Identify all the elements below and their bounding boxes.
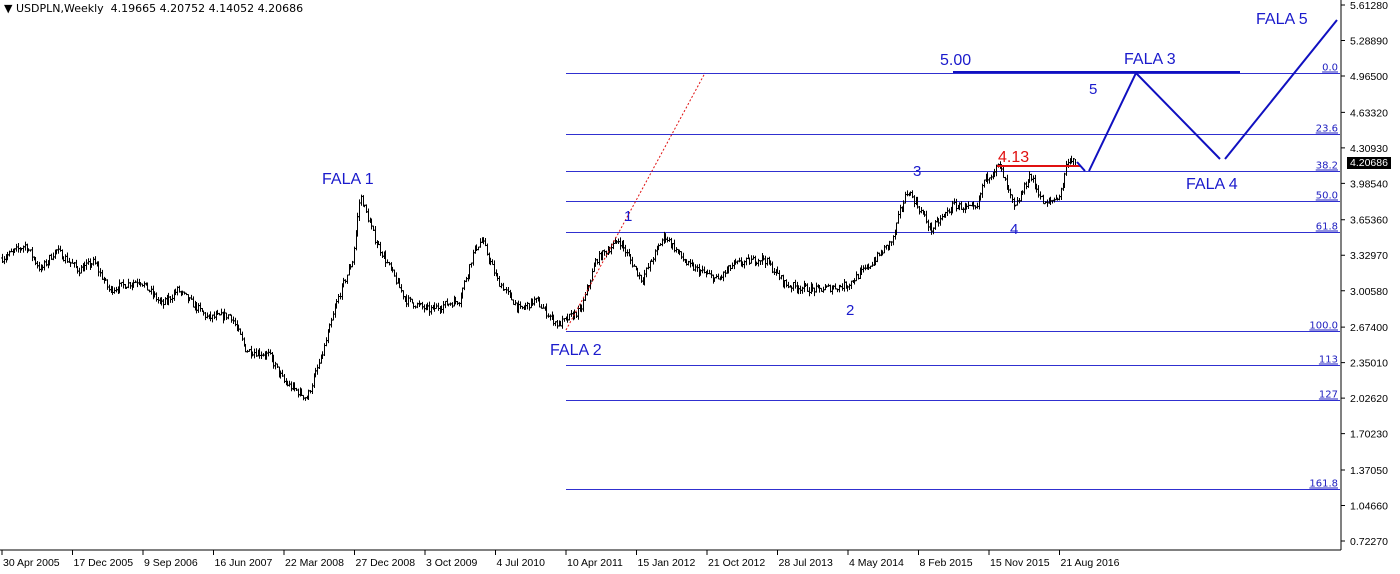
price-tick-label: 2.35010: [1350, 358, 1388, 370]
label-wave-1: 1: [624, 208, 633, 225]
time-tick-label: 15 Nov 2015: [990, 557, 1050, 569]
price-tick-label: 0.72270: [1350, 536, 1388, 548]
fib-level-label: 50.0: [1316, 191, 1338, 202]
label-fala-3: FALA 3: [1124, 51, 1176, 68]
time-tick-label: 21 Aug 2016: [1061, 557, 1120, 569]
time-tick-label: 17 Dec 2005: [74, 557, 134, 569]
time-tick-label: 4 Jul 2010: [497, 557, 546, 569]
price-tick-label: 3.65360: [1350, 215, 1388, 227]
label-level-500: 5.00: [940, 52, 972, 69]
label-fala-4: FALA 4: [1186, 176, 1238, 193]
menu-triangle-icon[interactable]: ▼: [4, 2, 16, 15]
fib-level-label: 161.8: [1309, 479, 1338, 490]
price-tick-label: 4.30930: [1350, 143, 1388, 155]
label-wave-2: 2: [846, 302, 855, 319]
time-tick-label: 30 Apr 2005: [3, 557, 60, 569]
time-tick-label: 8 Feb 2015: [920, 557, 973, 569]
time-tick-label: 22 Mar 2008: [285, 557, 344, 569]
price-tick-label: 3.98540: [1350, 178, 1388, 190]
price-tick-label: 3.32970: [1350, 250, 1388, 262]
price-axis: 5.61280 5.28890 4.96500 4.63320 4.30930 3.985…: [1341, 0, 1388, 548]
time-tick-label: 9 Sep 2006: [144, 557, 198, 569]
time-tick-label: 4 May 2014: [849, 557, 904, 569]
label-wave-5: 5: [1089, 81, 1098, 98]
time-tick-label: 27 Dec 2008: [356, 557, 416, 569]
label-wave-3: 3: [913, 163, 922, 180]
time-tick-label: 16 Jun 2007: [215, 557, 273, 569]
time-axis: 30 Apr 2005 17 Dec 2005 9 Sep 2006 16 Jun 2…: [1, 550, 1120, 569]
price-tick-label: 1.70230: [1350, 429, 1388, 441]
fib-level-label: 127: [1319, 390, 1338, 401]
time-tick-label: 10 Apr 2011: [567, 557, 623, 569]
label-fala-2: FALA 2: [550, 342, 602, 359]
price-tick-label: 4.96500: [1350, 71, 1388, 83]
time-tick-label: 3 Oct 2009: [426, 557, 478, 569]
price-tick-label: 5.28890: [1350, 36, 1388, 48]
price-tick-label: 3.00580: [1350, 286, 1388, 298]
symbol-label: USDPLN,Weekly: [15, 2, 104, 15]
price-tick-label: 1.37050: [1350, 465, 1388, 477]
fib-level-label: 23.6: [1316, 124, 1338, 135]
fib-level-label: 0.0: [1322, 63, 1338, 74]
ohlc-values: 4.19665 4.20752 4.14052 4.20686: [110, 2, 304, 15]
price-tick-label: 1.04660: [1350, 500, 1388, 512]
current-price-label: 4.20686: [1347, 157, 1391, 169]
fib-level-label: 113: [1319, 355, 1338, 366]
projection-wave-5[interactable]: [1224, 19, 1338, 160]
label-level-413: 4.13: [998, 149, 1030, 166]
time-tick-label: 21 Oct 2012: [708, 557, 765, 569]
label-fala-1: FALA 1: [322, 171, 374, 188]
fib-trendline[interactable]: [565, 72, 706, 331]
label-fala-5: FALA 5: [1256, 11, 1308, 28]
price-tick-label: 2.67400: [1350, 322, 1388, 334]
time-tick-label: 15 Jan 2012: [638, 557, 696, 569]
projection-wave-5-3-4[interactable]: [1088, 71, 1221, 172]
price-tick-label: 5.61280: [1350, 0, 1388, 12]
fib-level-label: 38.2: [1316, 161, 1338, 172]
price-tick-label: 4.63320: [1350, 107, 1388, 119]
projection-tick: [1076, 161, 1086, 172]
fib-level-label: 61.8: [1316, 222, 1338, 233]
label-wave-4: 4: [1010, 221, 1019, 238]
fib-level-label: 100.0: [1309, 321, 1338, 332]
chart-header: ▼ USDPLN,Weekly 4.19665 4.20752 4.14052 …: [4, 2, 303, 15]
price-tick-label: 2.02620: [1350, 393, 1388, 405]
time-tick-label: 28 Jul 2013: [779, 557, 833, 569]
price-bars: [1, 155, 1076, 401]
